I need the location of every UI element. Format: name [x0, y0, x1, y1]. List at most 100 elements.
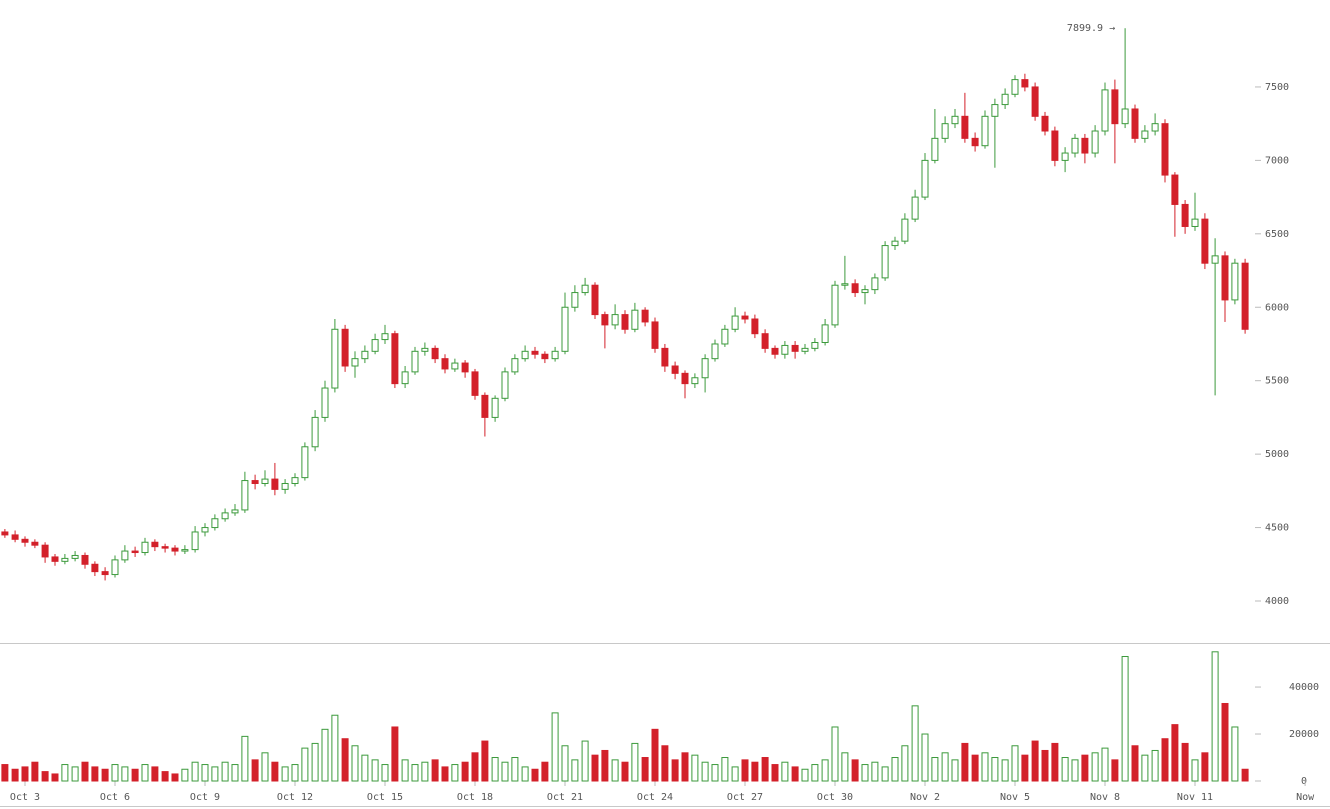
volume-bar: [751, 761, 759, 782]
volume-bar: [471, 752, 479, 782]
volume-bar: [951, 759, 959, 782]
volume-bar: [881, 766, 889, 782]
candle-body: [1111, 89, 1119, 125]
candle-body: [521, 350, 529, 360]
volume-bar: [311, 742, 319, 782]
candle-body: [91, 563, 99, 573]
candle-body: [451, 362, 459, 370]
volume-bar: [1011, 745, 1019, 782]
volume-bar: [641, 757, 649, 782]
volume-bar: [261, 752, 269, 782]
candle-body: [551, 350, 559, 360]
x-tick-label: Oct 3: [10, 792, 40, 803]
x-tick-label: Oct 15: [367, 792, 403, 803]
y-tick-label: 4000: [1265, 596, 1289, 607]
candle-body: [851, 283, 859, 294]
candle-body: [951, 115, 959, 125]
candle-body: [231, 509, 239, 514]
candle-body: [491, 397, 499, 418]
volume-bar: [721, 757, 729, 782]
volume-bar: [1071, 759, 1079, 782]
candle-body: [51, 556, 59, 562]
candle-body: [841, 283, 849, 286]
candle-body: [1001, 93, 1009, 106]
candle-body: [731, 315, 739, 330]
candle-body: [961, 115, 969, 139]
candle-body: [671, 365, 679, 374]
volume-tick-label: 40000: [1289, 682, 1319, 693]
volume-bar: [491, 757, 499, 782]
candle-body: [411, 350, 419, 373]
candle-body: [1021, 79, 1029, 88]
candle-body: [1171, 174, 1179, 205]
candle-body: [221, 512, 229, 520]
volume-bar: [131, 768, 139, 782]
volume-bar: [501, 761, 509, 782]
candle-body: [251, 480, 259, 484]
candle-body: [1131, 108, 1139, 139]
volume-bar: [741, 759, 749, 782]
volume-bar: [771, 764, 779, 782]
candle-body: [911, 196, 919, 220]
candle-body: [341, 328, 349, 367]
candle-body: [131, 550, 139, 554]
volume-bar: [481, 740, 489, 782]
candle-body: [381, 333, 389, 341]
volume-bar: [351, 745, 359, 782]
candle-body: [501, 371, 509, 399]
candle-body: [31, 541, 39, 546]
volume-bar: [211, 766, 219, 782]
x-tick-label: Nov 2: [910, 792, 940, 803]
candle-body: [971, 137, 979, 147]
volume-bar: [781, 761, 789, 782]
candle-body: [391, 333, 399, 385]
volume-bar: [391, 726, 399, 782]
candle-body: [1051, 130, 1059, 161]
volume-bar: [321, 728, 329, 782]
volume-bar: [1051, 742, 1059, 782]
volume-bar: [21, 766, 29, 782]
volume-bar: [1201, 752, 1209, 782]
candle-body: [261, 478, 269, 484]
volume-bar: [271, 761, 279, 782]
candle-body: [481, 394, 489, 418]
volume-bar: [181, 768, 189, 782]
volume-bar: [221, 761, 229, 782]
candle-body: [861, 289, 869, 294]
volume-bar: [291, 764, 299, 782]
candle-body: [761, 333, 769, 349]
volume-bar: [851, 759, 859, 782]
volume-bar: [411, 764, 419, 782]
x-tick-label: Oct 9: [190, 792, 220, 803]
volume-bar: [1181, 742, 1189, 782]
candle-body: [301, 446, 309, 479]
volume-bar: [1, 764, 9, 782]
candle-body: [271, 478, 279, 490]
candle-body: [741, 315, 749, 320]
volume-bar: [1091, 752, 1099, 782]
candle-body: [581, 284, 589, 294]
candle-body: [1041, 115, 1049, 132]
volume-tick-label: 20000: [1289, 729, 1319, 740]
candle-body: [981, 115, 989, 147]
volume-bar: [191, 761, 199, 782]
x-tick-label: Oct 21: [547, 792, 583, 803]
candle-body: [171, 547, 179, 552]
y-tick-label: 5500: [1265, 376, 1289, 387]
volume-bar: [941, 752, 949, 782]
volume-bar: [861, 764, 869, 782]
volume-bar: [451, 764, 459, 782]
volume-bar: [91, 766, 99, 782]
volume-bar: [1151, 749, 1159, 782]
candle-body: [331, 328, 339, 389]
candle-body: [461, 362, 469, 373]
volume-bar: [571, 759, 579, 782]
candle-body: [831, 284, 839, 326]
volume-bar: [921, 733, 929, 782]
candle-body: [1141, 130, 1149, 139]
candle-body: [111, 559, 119, 576]
volume-bar: [531, 768, 539, 782]
volume-bar: [821, 759, 829, 782]
